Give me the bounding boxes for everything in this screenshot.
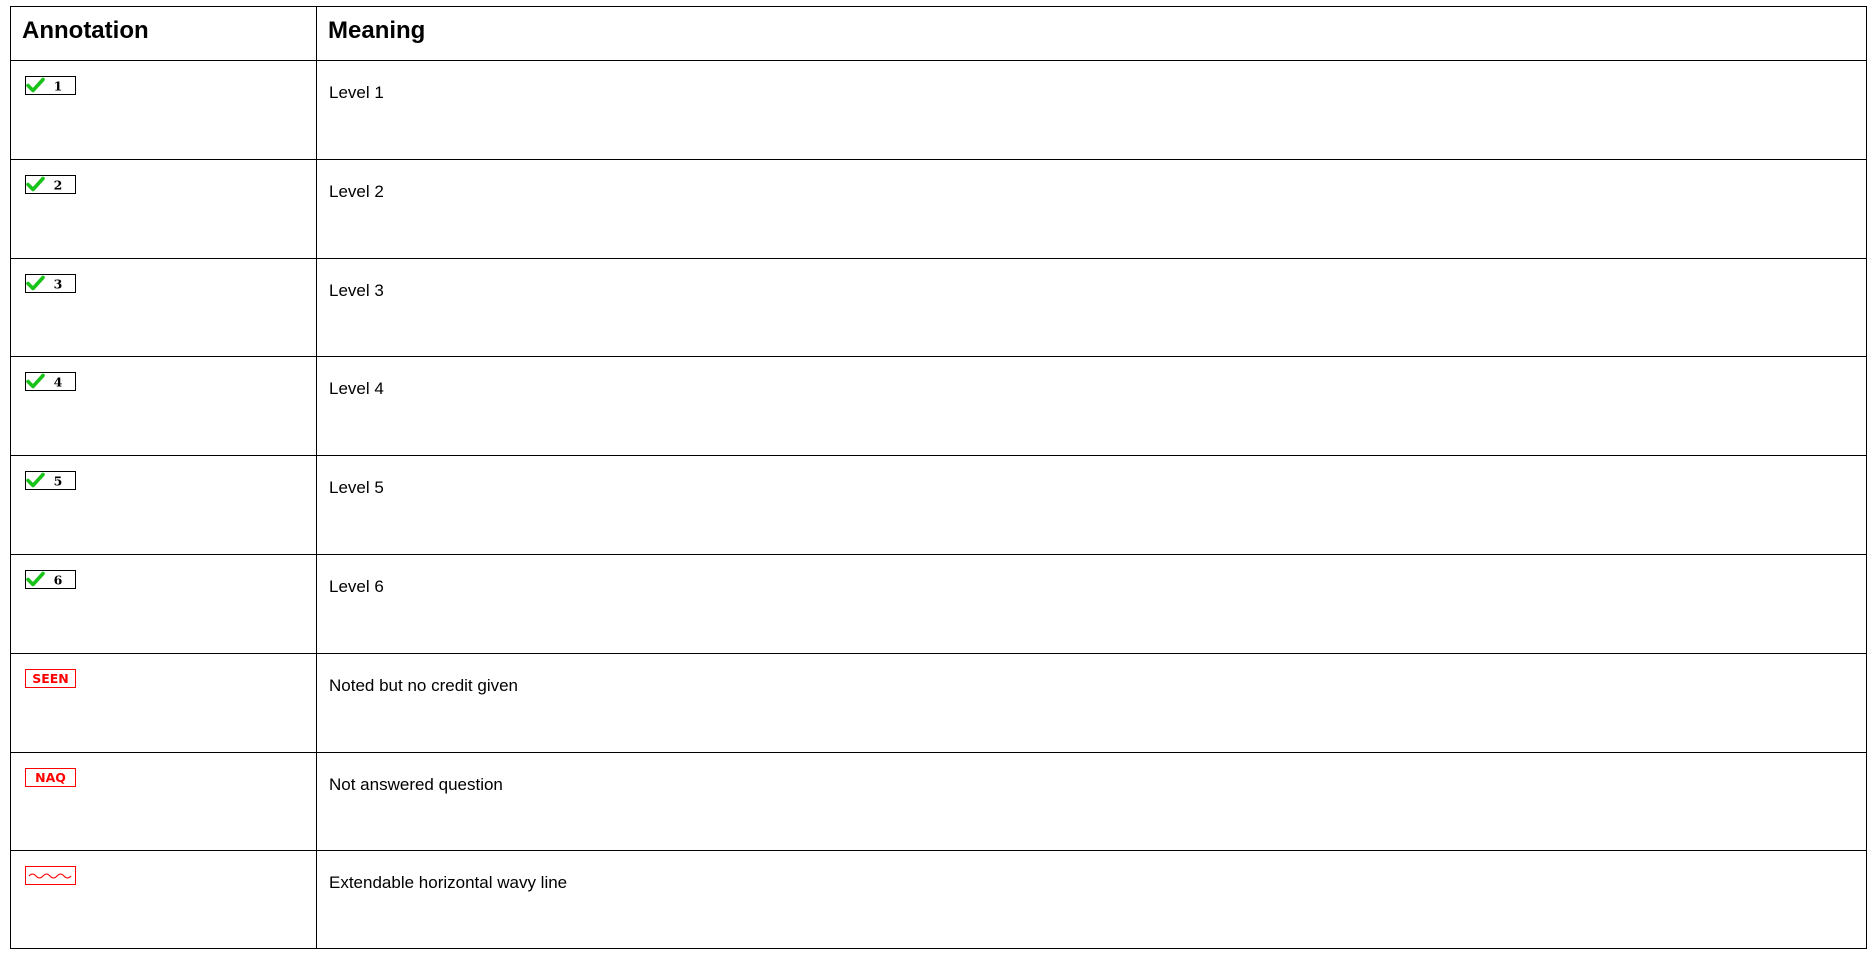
header-annotation-cell: Annotation — [10, 6, 317, 61]
meaning-text: Not answered question — [329, 774, 503, 794]
level-tick-number: 4 — [54, 375, 63, 390]
level-tick-icon: 5 — [25, 471, 316, 491]
table-row: SEEN Noted but no credit given — [10, 652, 1867, 753]
annotation-cell: 2 — [10, 158, 317, 259]
table-header-row: Annotation Meaning — [10, 6, 1867, 61]
wavy-line-icon — [25, 866, 316, 886]
table-row: 4 Level 4 — [10, 356, 1867, 457]
header-meaning: Meaning — [328, 17, 426, 44]
level-tick-number: 6 — [54, 572, 63, 587]
meaning-cell: Extendable horizontal wavy line — [316, 850, 1867, 949]
table-row: 2 Level 2 — [10, 158, 1867, 259]
level-tick-icon: 2 — [25, 174, 316, 194]
annotation-table: Annotation Meaning 1 Level 1 — [10, 6, 1867, 949]
annotation-cell: 1 — [10, 60, 317, 160]
level-tick-number: 5 — [54, 474, 63, 489]
meaning-text: Level 2 — [329, 181, 384, 201]
level-tick-number: 1 — [54, 79, 63, 94]
naq-stamp-text: NAQ — [35, 770, 66, 785]
meaning-cell: Level 4 — [316, 356, 1867, 457]
meaning-cell: Level 5 — [316, 455, 1867, 555]
meaning-cell: Level 6 — [316, 553, 1867, 654]
level-tick-icon: 4 — [25, 372, 316, 392]
meaning-cell: Level 1 — [316, 60, 1867, 160]
meaning-cell: Level 2 — [316, 158, 1867, 259]
table-row: Extendable horizontal wavy line — [10, 850, 1867, 949]
meaning-cell: Level 3 — [316, 257, 1867, 358]
meaning-cell: Noted but no credit given — [316, 652, 1867, 753]
meaning-text: Level 6 — [329, 576, 384, 596]
annotation-cell: SEEN — [10, 652, 317, 753]
annotation-cell: 6 — [10, 553, 317, 654]
annotation-cell: 4 — [10, 356, 317, 457]
meaning-text: Extendable horizontal wavy line — [329, 873, 568, 893]
level-tick-icon: 3 — [25, 273, 316, 293]
meaning-text: Level 3 — [329, 280, 384, 300]
annotation-cell: 3 — [10, 257, 317, 358]
annotation-cell — [10, 850, 317, 949]
seen-stamp-icon: SEEN — [25, 668, 316, 688]
meaning-cell: Not answered question — [316, 751, 1867, 852]
level-tick-icon: 1 — [25, 76, 316, 95]
annotation-cell: NAQ — [10, 751, 317, 852]
table-row: 6 Level 6 — [10, 553, 1867, 654]
level-tick-icon: 6 — [25, 569, 316, 589]
table-row: 3 Level 3 — [10, 257, 1867, 358]
level-tick-number: 2 — [54, 177, 63, 192]
table-row: 5 Level 5 — [10, 455, 1867, 555]
level-tick-number: 3 — [54, 276, 63, 291]
meaning-text: Level 5 — [329, 478, 384, 498]
naq-stamp-icon: NAQ — [25, 767, 316, 787]
table-row: NAQ Not answered question — [10, 751, 1867, 852]
annotation-cell: 5 — [10, 455, 317, 555]
table-row: 1 Level 1 — [10, 60, 1867, 160]
meaning-text: Level 4 — [329, 379, 384, 399]
meaning-text: Noted but no credit given — [329, 675, 519, 695]
meaning-text: Level 1 — [329, 83, 384, 102]
header-meaning-cell: Meaning — [316, 6, 1867, 61]
header-annotation: Annotation — [22, 17, 149, 44]
seen-stamp-text: SEEN — [32, 671, 69, 686]
